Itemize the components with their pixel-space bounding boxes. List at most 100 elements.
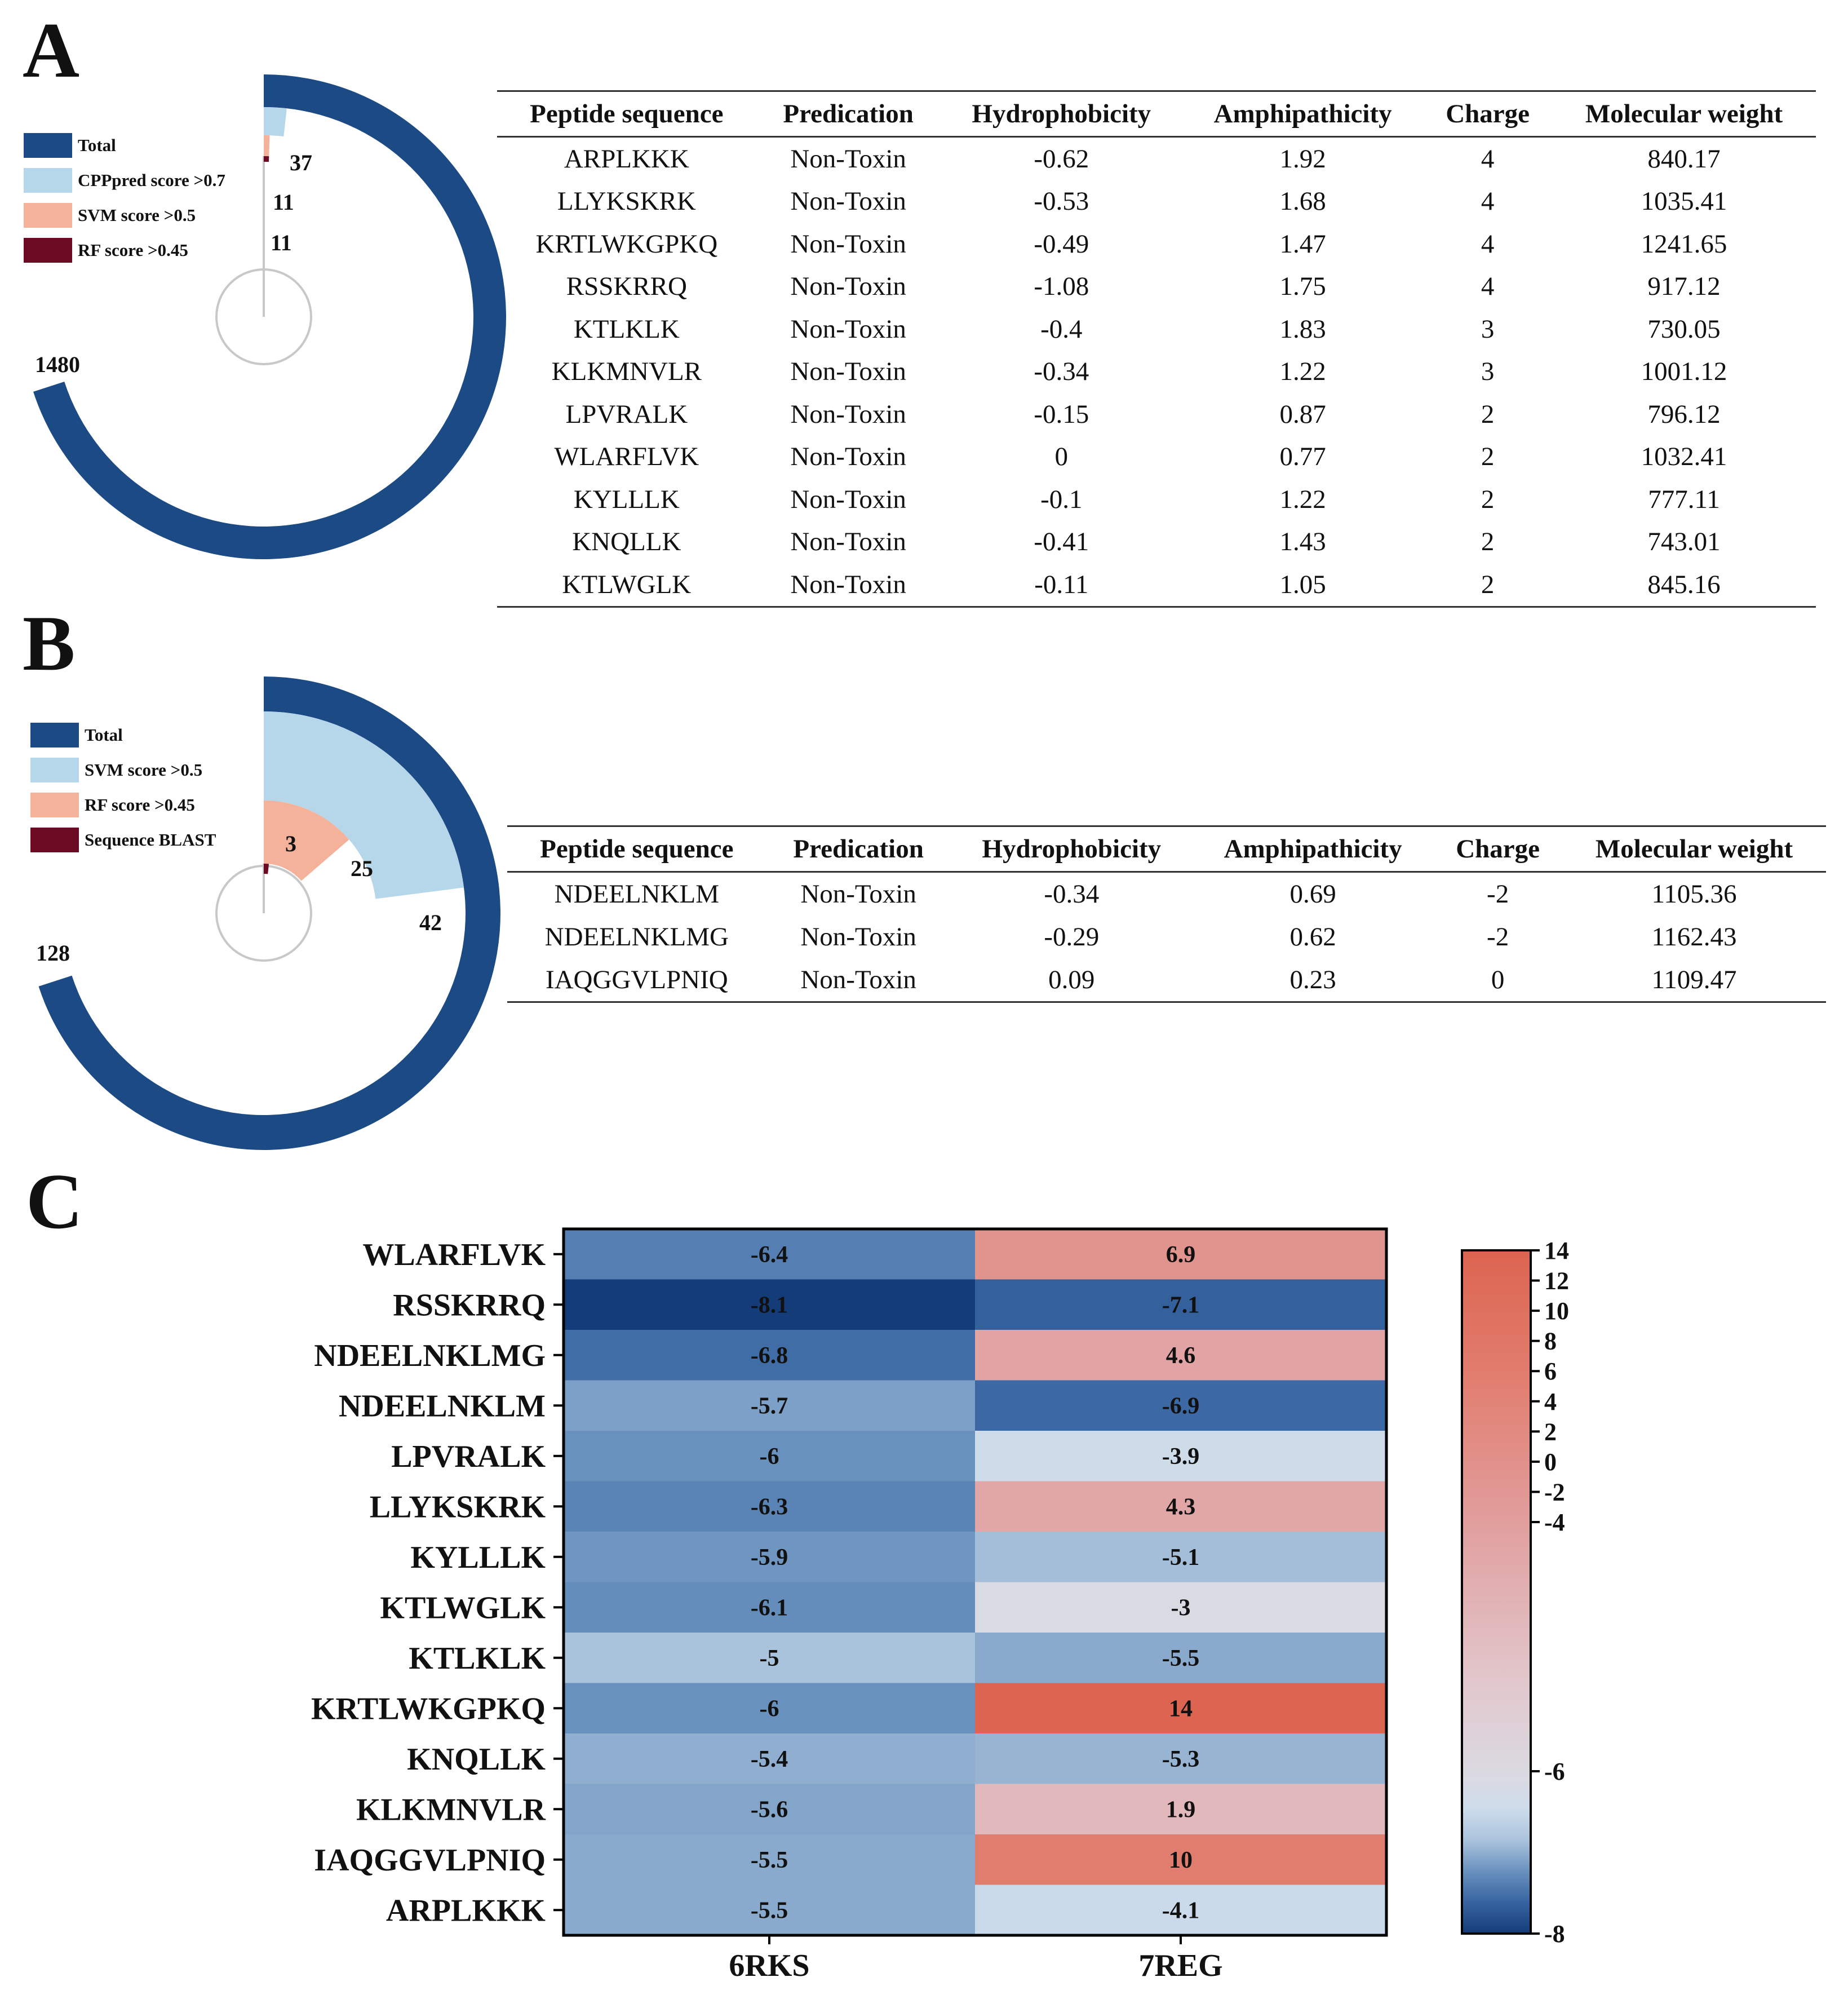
heatmap-cell — [564, 1834, 975, 1885]
cell-charge: 4 — [1481, 229, 1495, 259]
cell-molecular-weight: 796.12 — [1647, 399, 1721, 429]
legend-swatch-total — [24, 133, 72, 158]
header-amphipathicity: Amphipathicity — [1182, 90, 1424, 138]
cell-amphipathicity: 1.75 — [1279, 272, 1326, 302]
heatmap-cell — [975, 1633, 1386, 1683]
cell-peptide: LPVRALK — [565, 399, 688, 429]
colorbar-tick-label: -4 — [1544, 1509, 1565, 1536]
cell-hydrophobicity: -0.62 — [1034, 144, 1089, 174]
cell-hydrophobicity: -0.34 — [1034, 357, 1089, 387]
heatmap-value-label: 1.9 — [1166, 1797, 1196, 1823]
y-tick-label: KNQLLK — [407, 1742, 546, 1777]
cell-charge: 4 — [1481, 272, 1495, 302]
colorbar — [1461, 1249, 1532, 1935]
legend-swatch-blast — [30, 828, 79, 852]
cell-amphipathicity: 0.87 — [1279, 399, 1326, 429]
table-row: KRTLWKGPKQ Non-Toxin -0.49 1.47 4 1241.65 — [497, 223, 1816, 266]
cell-charge: 2 — [1481, 527, 1495, 557]
heatmap-value-label: -5 — [760, 1646, 779, 1671]
cell-peptide: NDEELNKLM — [554, 879, 720, 909]
cell-predication: Non-Toxin — [766, 958, 951, 1003]
legend-label-svm: SVM score >0.5 — [85, 760, 203, 780]
cell-predication: Non-Toxin — [790, 144, 906, 174]
heatmap-value-label: -6.4 — [751, 1242, 788, 1268]
donut-value-label-s2: 11 — [273, 189, 294, 215]
cell-hydrophobicity: -0.15 — [1034, 399, 1089, 429]
donut-value-label-s3: 3 — [285, 831, 296, 856]
heatmap-value-label: -6.3 — [751, 1494, 788, 1520]
cell-predication: Non-Toxin — [790, 442, 906, 472]
cell-predication: Non-Toxin — [800, 922, 916, 952]
cell-amphipathicity: 1.68 — [1279, 187, 1326, 216]
header-molecular-weight: Molecular weight — [1562, 825, 1826, 873]
heatmap-value-label: -5.4 — [751, 1746, 788, 1772]
cell-amphipathicity: 1.47 — [1279, 229, 1326, 259]
y-tick-label: NDEELNKLMG — [314, 1338, 546, 1373]
cell-molecular-weight: 1035.41 — [1641, 187, 1727, 216]
cell-peptide: KRTLWKGPKQ — [535, 229, 718, 259]
cell-amphipathicity: 1.22 — [1279, 357, 1326, 387]
cell-charge: -2 — [1487, 922, 1509, 952]
heatmap-cell — [564, 1380, 975, 1431]
cell-amphipathicity: 1.83 — [1279, 314, 1326, 344]
cell-molecular-weight: 730.05 — [1647, 314, 1721, 344]
table-row: NDEELNKLMG Non-Toxin -0.29 0.62 -2 1162.43 — [507, 915, 1826, 958]
heatmap-value-label: -7.1 — [1162, 1292, 1200, 1318]
cell-amphipathicity: 1.92 — [1279, 144, 1326, 174]
heatmap-cell — [975, 1582, 1386, 1633]
heatmap-cell — [975, 1834, 1386, 1885]
table-row: KTLWGLK Non-Toxin -0.11 1.05 2 845.16 — [497, 563, 1816, 608]
table-row: ARPLKKK Non-Toxin -0.62 1.92 4 840.17 — [497, 137, 1816, 180]
y-tick-label: LLYKSKRK — [370, 1489, 546, 1524]
heatmap-value-label: 4.3 — [1166, 1494, 1196, 1520]
cell-amphipathicity: 0.69 — [1289, 879, 1336, 909]
colorbar-tick-label: -6 — [1544, 1758, 1565, 1785]
y-tick-label: ARPLKKK — [386, 1893, 546, 1928]
heatmap-cell — [564, 1229, 975, 1280]
heatmap-value-label: -3 — [1171, 1595, 1191, 1621]
legend-swatch-rf — [24, 238, 72, 263]
legend-swatch-svm — [24, 203, 72, 228]
cell-peptide: KTLWGLK — [497, 563, 756, 608]
heatmap-cell — [975, 1380, 1386, 1431]
cell-amphipathicity: 0.62 — [1289, 922, 1336, 952]
legend-label-svm: SVM score >0.5 — [78, 205, 196, 225]
cell-peptide: NDEELNKLMG — [544, 922, 729, 952]
heatmap-cell — [564, 1431, 975, 1481]
cell-molecular-weight: 840.17 — [1647, 144, 1721, 174]
cell-predication: Non-Toxin — [800, 879, 916, 909]
legend-label-rf: RF score >0.45 — [78, 240, 188, 260]
heatmap-value-label: -6 — [760, 1444, 779, 1470]
heatmap-value-label: 6.9 — [1166, 1242, 1196, 1268]
header-molecular-weight: Molecular weight — [1552, 90, 1816, 138]
y-tick-label: IAQGGVLPNIQ — [314, 1843, 546, 1878]
heatmap-value-label: -5.5 — [751, 1847, 788, 1873]
donut-segment-s3 — [264, 864, 269, 874]
legend-label-cppred: CPPpred score >0.7 — [78, 170, 225, 190]
heatmap-value-label: 14 — [1169, 1696, 1193, 1722]
heatmap-cell — [564, 1532, 975, 1582]
legend-label-blast: Sequence BLAST — [85, 830, 216, 850]
y-tick-label: NDEELNKLM — [339, 1388, 546, 1423]
cell-molecular-weight: 1241.65 — [1641, 229, 1727, 259]
heatmap-cell — [975, 1330, 1386, 1381]
heatmap-cell — [975, 1683, 1386, 1733]
heatmap-value-label: -5.5 — [1162, 1646, 1200, 1671]
table-header-row: Peptide sequence Predication Hydrophobic… — [497, 90, 1816, 138]
cell-hydrophobicity: -0.29 — [1044, 922, 1100, 952]
heatmap-cell — [564, 1683, 975, 1733]
colorbar-tick-label: 4 — [1544, 1388, 1557, 1416]
heatmap-cell — [975, 1885, 1386, 1935]
donut-value-label-s2: 25 — [351, 856, 373, 881]
heatmap-cell — [564, 1784, 975, 1834]
cell-charge: -2 — [1487, 879, 1509, 909]
heatmap-value-label: -5.6 — [751, 1797, 788, 1823]
heatmap-cell — [564, 1733, 975, 1784]
heatmap-value-label: -6.8 — [751, 1343, 788, 1369]
x-tick-label: 7REG — [1138, 1948, 1222, 1983]
legend-swatch-cppred — [24, 168, 72, 193]
cell-hydrophobicity: -0.4 — [1040, 314, 1083, 344]
cell-peptide: LLYKSKRK — [557, 187, 696, 216]
cell-charge: 2 — [1481, 442, 1495, 472]
table-row: WLARFLVK Non-Toxin 0 0.77 2 1032.41 — [497, 436, 1816, 479]
